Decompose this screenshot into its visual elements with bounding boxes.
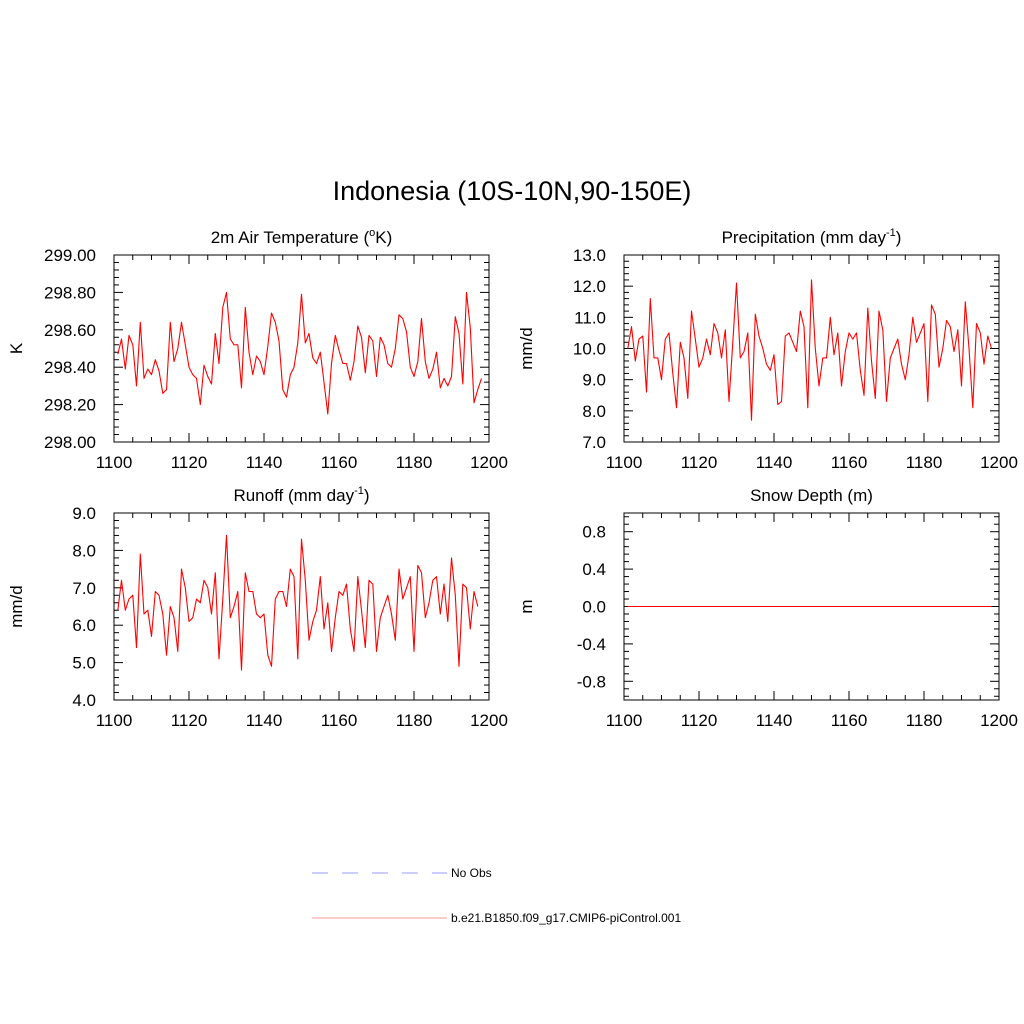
x-tick-label: 1100 <box>606 453 643 472</box>
panel-title-main: 2m Air Temperature ( <box>211 228 370 247</box>
x-tick-label: 1180 <box>906 453 943 472</box>
y-tick-label: 0.4 <box>582 560 606 579</box>
x-tick-label: 1160 <box>321 453 358 472</box>
x-tick-label: 1200 <box>980 453 1018 472</box>
y-axis-label: K <box>7 342 26 354</box>
panel-runoff: Runoff (mm day-1) mm/d 1100 1120 1140 1160 118… <box>7 485 508 730</box>
x-tick-label: 1100 <box>96 711 133 730</box>
y-tick-label: 0.8 <box>582 523 606 542</box>
y-axis-label: m <box>517 599 536 613</box>
y-tick-label: 8.0 <box>72 541 96 560</box>
panel-title: Runoff (mm day-1) <box>233 485 369 505</box>
y-tick-label: -0.8 <box>577 672 606 691</box>
panel-title-tail: ) <box>364 486 370 505</box>
x-tick-label: 1100 <box>96 453 133 472</box>
y-tick-label: 298.00 <box>44 433 96 452</box>
x-tick-label: 1140 <box>246 711 283 730</box>
panel-title: Snow Depth (m) <box>750 486 873 505</box>
panel-title-main: Precipitation (mm day <box>722 228 887 247</box>
y-tick-label: 298.60 <box>44 321 96 340</box>
y-tick-label: 299.00 <box>44 246 96 265</box>
panel-snow-depth: Snow Depth (m) m 1100 1120 1140 1160 1180 1200 -… <box>517 486 1018 730</box>
y-tick-label: 9.0 <box>582 371 606 390</box>
figure-title: Indonesia (10S-10N,90-150E) <box>333 176 692 206</box>
legend-model-label: b.e21.B1850.f09_g17.CMIP6-piControl.001 <box>451 911 681 925</box>
y-tick-label: 0.0 <box>582 598 606 617</box>
y-tick-label: 7.0 <box>582 433 606 452</box>
panel-title-sup: -1 <box>886 227 896 239</box>
series-line <box>627 279 993 421</box>
y-tick-label: 5.0 <box>72 654 96 673</box>
x-tick-label: 1140 <box>756 453 793 472</box>
legend: No Obs b.e21.B1850.f09_g17.CMIP6-piContr… <box>312 866 681 925</box>
legend-no-obs-label: No Obs <box>451 866 492 880</box>
y-tick-label: 10.0 <box>573 340 606 359</box>
panel-title-tail: ) <box>896 228 902 247</box>
panel-title-tail: K) <box>375 228 392 247</box>
x-tick-label: 1120 <box>681 711 718 730</box>
y-tick-label: 6.0 <box>72 616 96 635</box>
x-tick-label: 1180 <box>906 711 943 730</box>
series-line <box>117 534 479 671</box>
y-axis-label: mm/d <box>517 327 536 370</box>
y-tick-label: 8.0 <box>582 402 606 421</box>
x-tick-label: 1100 <box>606 711 643 730</box>
x-tick-label: 1120 <box>171 711 208 730</box>
panel-title-main: Snow Depth (m) <box>750 486 873 505</box>
x-tick-label: 1160 <box>321 711 358 730</box>
panel-title-main: Runoff (mm day <box>233 486 354 505</box>
y-tick-label: 4.0 <box>72 691 96 710</box>
y-axis-label: mm/d <box>7 585 26 628</box>
x-tick-label: 1180 <box>396 453 433 472</box>
y-tick-label: 12.0 <box>573 277 606 296</box>
panel-precipitation: Precipitation (mm day-1) mm/d 1100 1120 1140… <box>517 227 1018 472</box>
y-tick-label: 298.40 <box>44 358 96 377</box>
y-tick-label: 298.80 <box>44 283 96 302</box>
panel-title-sup: o <box>369 227 375 239</box>
panel-air-temperature: 2m Air Temperature (oK) K 1100 1120 1140 1160… <box>7 227 508 472</box>
y-tick-label: 11.0 <box>574 308 606 327</box>
y-tick-label: 7.0 <box>72 579 96 598</box>
x-tick-label: 1160 <box>831 711 868 730</box>
x-tick-label: 1120 <box>681 453 718 472</box>
y-tick-label: -0.4 <box>577 635 606 654</box>
series-line <box>117 291 483 415</box>
y-tick-label: 9.0 <box>72 504 96 523</box>
x-tick-label: 1140 <box>756 711 793 730</box>
x-tick-label: 1180 <box>396 711 433 730</box>
x-tick-label: 1120 <box>171 453 208 472</box>
y-tick-label: 13.0 <box>573 246 606 265</box>
x-tick-label: 1200 <box>470 711 508 730</box>
panel-title: 2m Air Temperature (oK) <box>211 227 393 247</box>
x-tick-label: 1140 <box>246 453 283 472</box>
x-tick-label: 1160 <box>831 453 868 472</box>
plot-frame <box>113 254 490 443</box>
panel-title: Precipitation (mm day-1) <box>722 227 902 247</box>
y-tick-label: 298.20 <box>44 396 96 415</box>
x-tick-label: 1200 <box>980 711 1018 730</box>
x-tick-label: 1200 <box>470 453 508 472</box>
panel-title-sup: -1 <box>354 485 364 497</box>
